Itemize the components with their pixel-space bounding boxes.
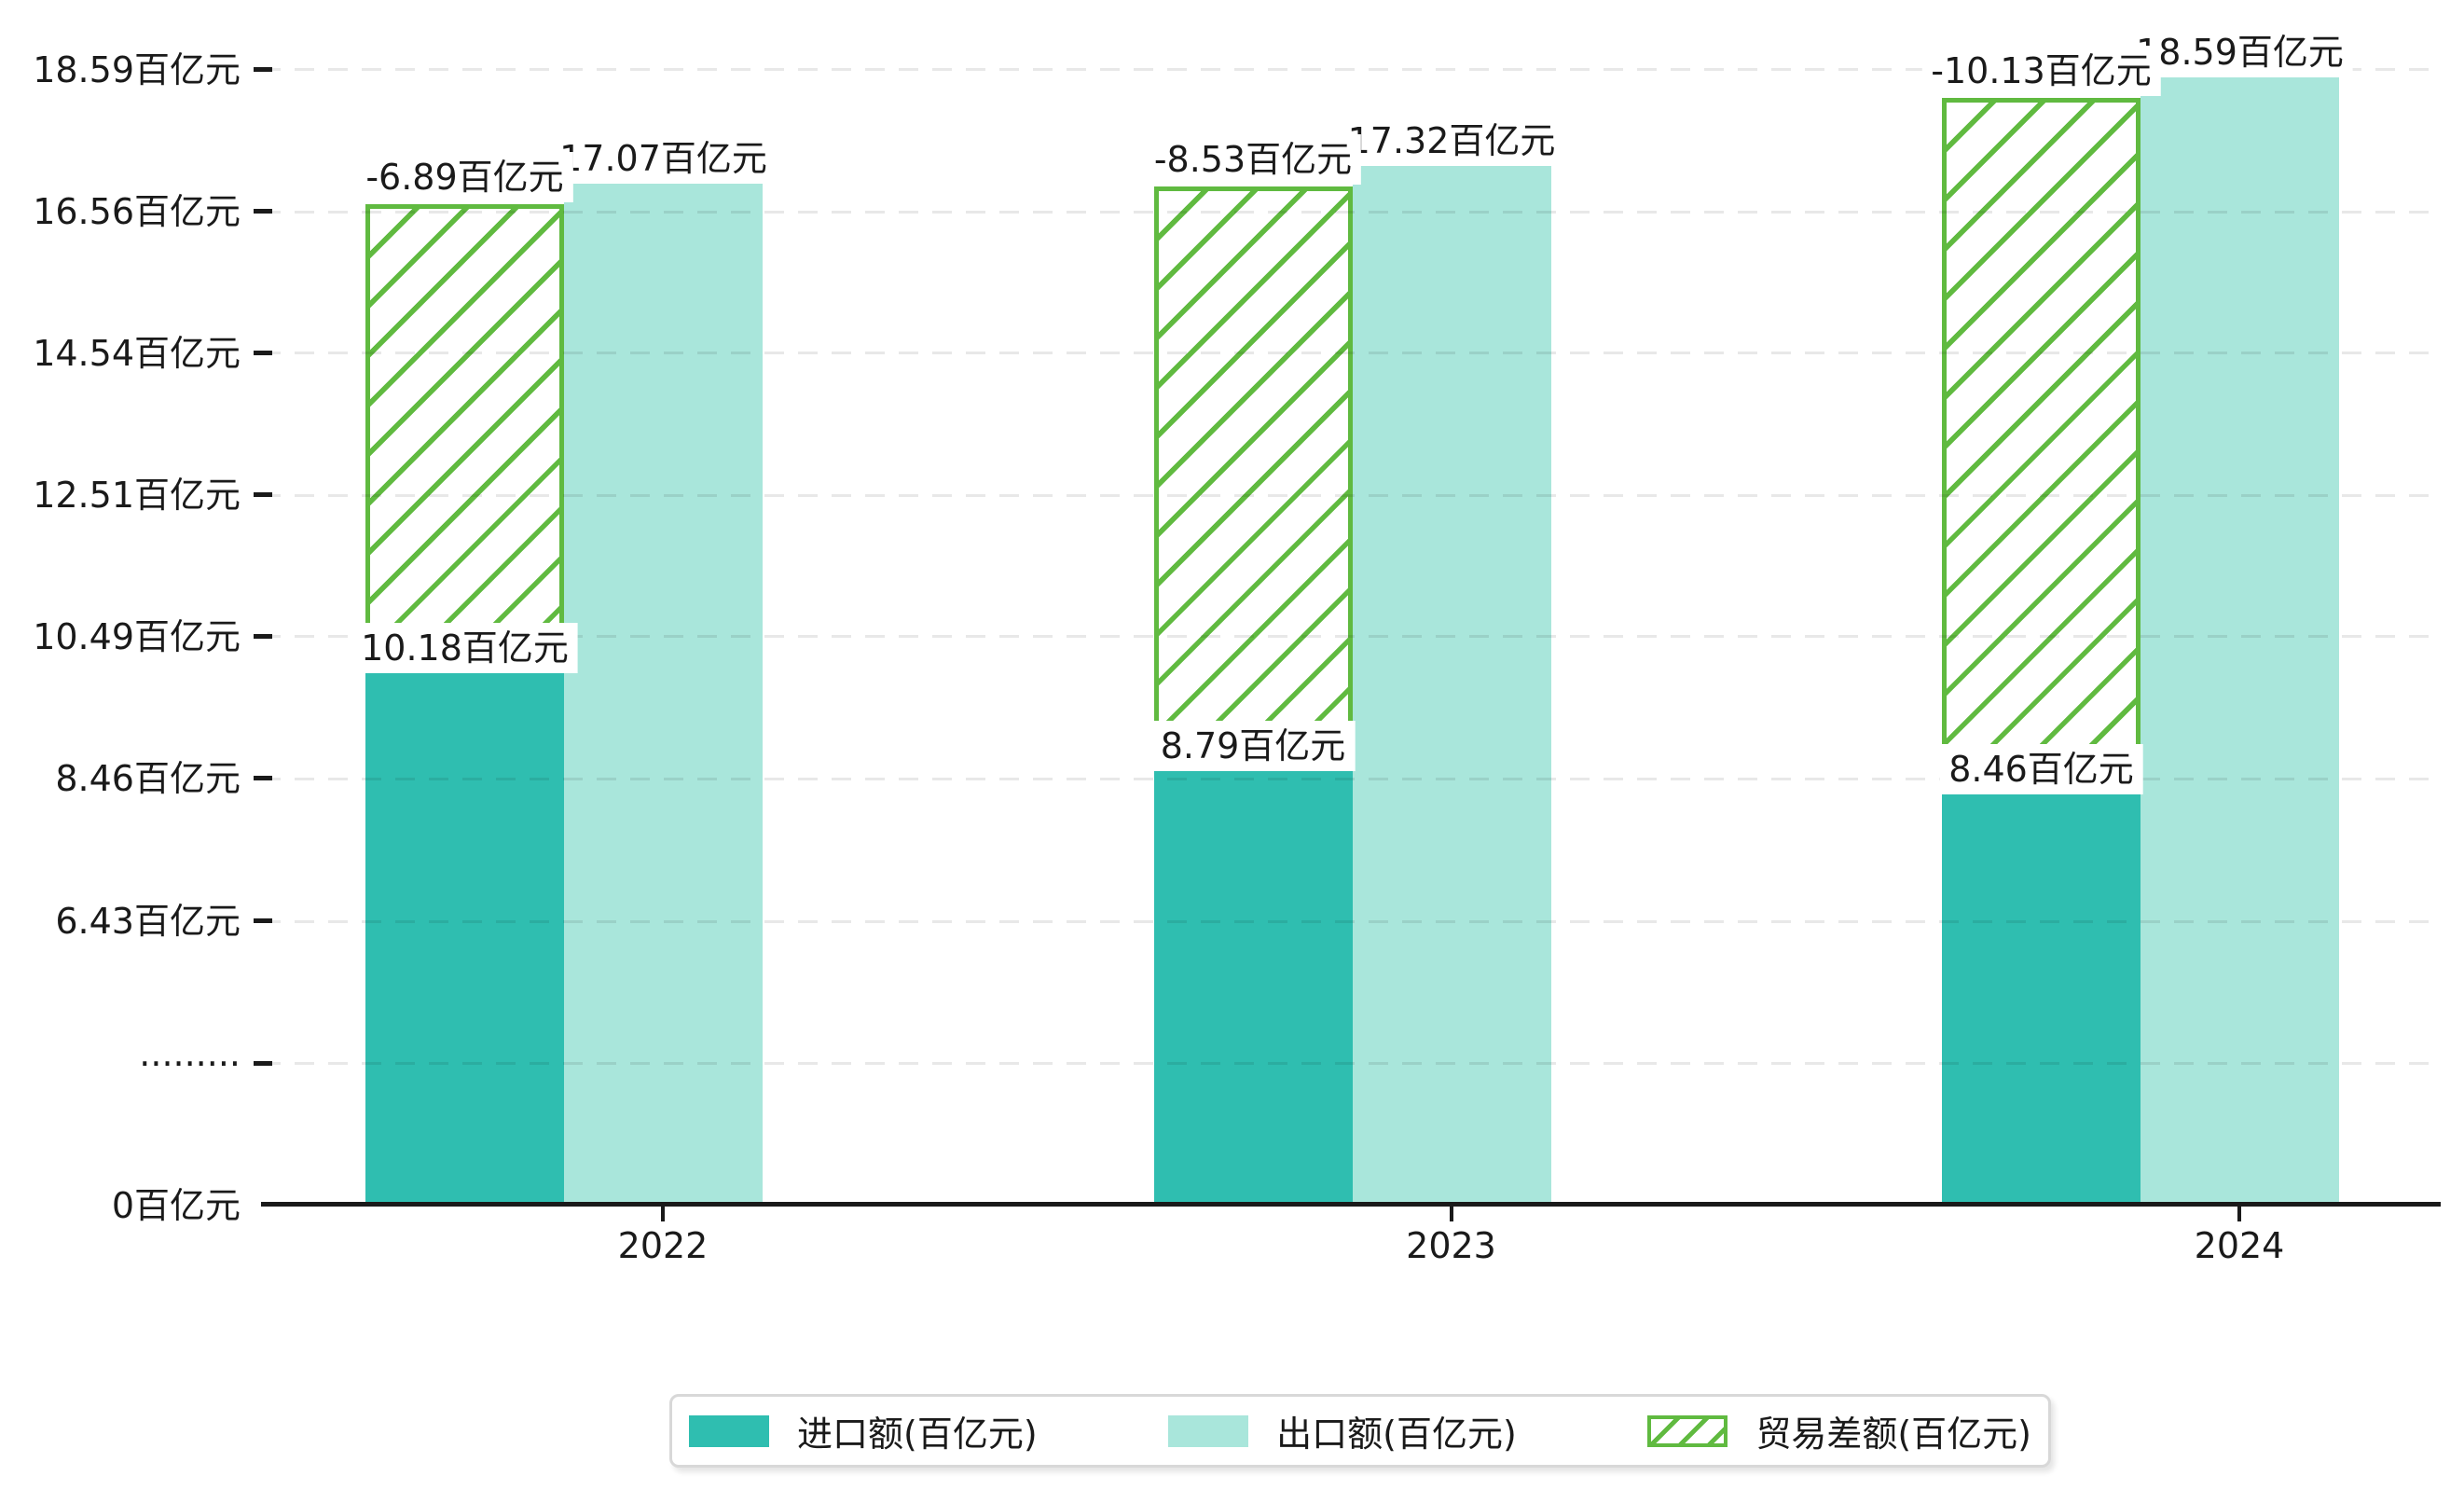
y-tick-label: 10.49百亿元 [33,615,241,657]
gridline [261,352,2441,355]
y-tick-label: 12.51百亿元 [33,475,241,517]
import-color-swatch [689,1414,769,1447]
bar-label-export-2023: 17.32百亿元 [1338,115,1565,166]
y-tick-label: 14.54百亿元 [33,332,241,374]
bar-export-2023 [1352,158,1551,1204]
x-tick-label-2022: 2022 [617,1225,709,1266]
bar-label-import-2023: 8.79百亿元 [1150,720,1356,771]
y-tick-mark [254,66,272,72]
bar-export-2024 [2141,69,2339,1204]
legend-label-trade-balance: 贸易差额(百亿元) [1755,1414,2031,1455]
bar-label-trade-balance-2024: -10.13百亿元 [1921,45,2161,96]
x-axis-line [261,1202,2441,1207]
bar-export-2022 [564,175,763,1204]
legend-item-export: 出口额(百亿元) [1168,1405,1517,1456]
gridline [261,635,2441,639]
bar-trade-balance-2024 [1942,97,2141,785]
y-tick-mark [254,492,272,498]
x-tick-mark-2024 [2237,1207,2241,1221]
y-tick-label: 18.59百亿元 [33,48,241,90]
y-tick-mark [254,1060,272,1066]
bar-trade-balance-2023 [1153,186,1353,762]
gridline [261,68,2441,71]
y-tick-mark [254,918,272,923]
y-tick-mark [254,209,272,214]
x-tick-mark-2023 [1449,1207,1453,1221]
x-tick-mark-2022 [661,1207,665,1221]
gridline [261,919,2441,923]
y-axis-break-label: ········· [139,1042,241,1084]
export-color-swatch [1168,1414,1249,1447]
bar-label-import-2024: 8.46百亿元 [1939,743,2143,794]
x-tick-label-2024: 2024 [2194,1225,2285,1266]
legend-item-import: 进口额(百亿元) [689,1405,1038,1456]
bar-label-import-2022: 10.18百亿元 [351,623,578,674]
y-tick-mark [254,350,272,355]
gridline [261,1062,2441,1065]
y-tick-label: 16.56百亿元 [33,191,241,232]
bar-label-trade-balance-2022: -6.89百亿元 [356,151,573,202]
y-tick-mark [254,776,272,781]
y-tick-mark [254,633,272,639]
bar-import-2024 [1942,779,2141,1204]
x-tick-label-2023: 2023 [1406,1225,1496,1266]
trade-balance-hatch-swatch [1647,1414,1728,1447]
legend-item-trade-balance: 贸易差额(百亿元) [1647,1405,2031,1456]
legend-label-import: 进口额(百亿元) [797,1414,1038,1455]
gridline [261,493,2441,497]
y-tick-label: 8.46百亿元 [55,758,241,800]
y-tick-label: 0百亿元 [111,1185,241,1226]
gridline [261,777,2441,780]
y-tick-label: 6.43百亿元 [55,901,241,942]
bar-import-2023 [1153,755,1353,1204]
legend: 进口额(百亿元) 出口额(百亿元) 贸易差额(百亿元) [669,1394,2051,1468]
legend-label-export: 出口额(百亿元) [1276,1414,1517,1455]
bar-label-trade-balance-2023: -8.53百亿元 [1144,133,1362,185]
bar-import-2022 [365,658,564,1204]
bar-trade-balance-2022 [365,203,564,665]
gridline [261,210,2441,214]
bar-label-export-2024: 18.59百亿元 [2127,26,2353,77]
bar-label-export-2022: 17.07百亿元 [550,132,777,184]
